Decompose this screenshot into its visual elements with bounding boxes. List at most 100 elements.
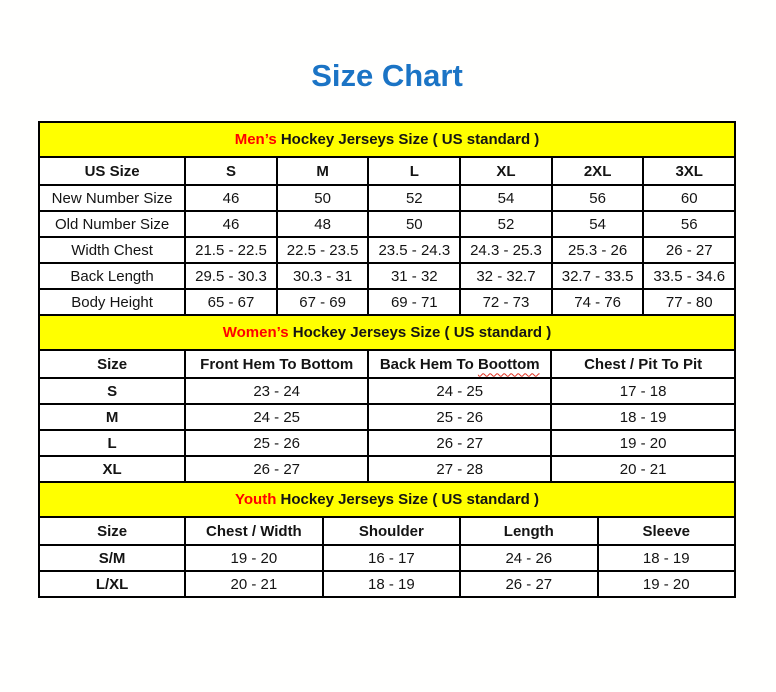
table-row: New Number Size 46 50 52 54 56 60 bbox=[37, 184, 736, 212]
row-label: L bbox=[37, 429, 187, 457]
cell-value: 32.7 - 33.5 bbox=[550, 262, 645, 290]
cell-value: 24 - 25 bbox=[367, 377, 553, 405]
row-label: L/XL bbox=[37, 570, 187, 598]
cell-value: 19 - 20 bbox=[184, 544, 324, 572]
section-band-mens: Men’s Hockey Jerseys Size ( US standard … bbox=[38, 121, 736, 158]
cell-value: 24 - 26 bbox=[459, 544, 599, 572]
row-label: Back Length bbox=[37, 262, 187, 290]
table-row: M 24 - 25 25 - 26 18 - 19 bbox=[37, 403, 736, 431]
table-row: Back Length 29.5 - 30.3 30.3 - 31 31 - 32 32… bbox=[37, 262, 736, 290]
cell-value: 25 - 26 bbox=[184, 429, 370, 457]
section-band-highlight: Women’s bbox=[222, 324, 289, 341]
column-header-row: Size Chest / Width Shoulder Length Sleeve bbox=[37, 516, 737, 546]
misspelled-word: Boottom bbox=[477, 355, 540, 373]
cell-value: 69 - 71 bbox=[367, 288, 462, 316]
cell-value: 25 - 26 bbox=[367, 403, 553, 431]
cell-value: 50 bbox=[275, 184, 370, 212]
table-row: L/XL 20 - 21 18 - 19 26 - 27 19 - 20 bbox=[37, 570, 737, 598]
column-header: Shoulder bbox=[321, 516, 462, 546]
mens-size-table: Men’s Hockey Jerseys Size ( US standard … bbox=[37, 121, 736, 316]
cell-value: 26 - 27 bbox=[459, 570, 599, 598]
cell-value: 50 bbox=[367, 210, 462, 238]
row-label: M bbox=[37, 403, 187, 431]
cell-value: 56 bbox=[642, 210, 736, 238]
cell-value: 67 - 69 bbox=[275, 288, 370, 316]
cell-value: 33.5 - 34.6 bbox=[642, 262, 736, 290]
cell-value: 72 - 73 bbox=[459, 288, 553, 316]
row-label: XL bbox=[37, 455, 187, 483]
section-band-text: Hockey Jerseys Size ( US standard ) bbox=[276, 491, 539, 508]
cell-value: 18 - 19 bbox=[596, 544, 737, 572]
column-header: 2XL bbox=[550, 156, 645, 186]
cell-value: 27 - 28 bbox=[367, 455, 553, 483]
cell-value: 46 bbox=[184, 184, 278, 212]
column-header: Chest / Pit To Pit bbox=[550, 349, 736, 379]
section-band-text: Hockey Jerseys Size ( US standard ) bbox=[276, 131, 540, 148]
cell-value: 54 bbox=[459, 184, 553, 212]
youth-size-table: Youth Hockey Jerseys Size ( US standard … bbox=[37, 481, 737, 598]
column-header: Sleeve bbox=[596, 516, 737, 546]
cell-value: 23 - 24 bbox=[184, 377, 370, 405]
column-header: M bbox=[275, 156, 370, 186]
column-header: Size bbox=[37, 349, 187, 379]
table-row: S 23 - 24 24 - 25 17 - 18 bbox=[37, 377, 736, 405]
cell-value: 52 bbox=[367, 184, 462, 212]
row-label: Width Chest bbox=[37, 236, 187, 264]
table-row: Old Number Size 46 48 50 52 54 56 bbox=[37, 210, 736, 238]
section-band-womens: Women’s Hockey Jerseys Size ( US standar… bbox=[38, 314, 736, 351]
column-header: Length bbox=[459, 516, 599, 546]
column-header-text: Back Hem To bbox=[379, 355, 478, 373]
cell-value: 77 - 80 bbox=[642, 288, 736, 316]
cell-value: 29.5 - 30.3 bbox=[184, 262, 278, 290]
section-band-text: Hockey Jerseys Size ( US standard ) bbox=[288, 324, 552, 341]
cell-value: 26 - 27 bbox=[184, 455, 370, 483]
page-title: Size Chart bbox=[311, 58, 463, 93]
cell-value: 60 bbox=[642, 184, 736, 212]
cell-value: 56 bbox=[550, 184, 645, 212]
column-header: S bbox=[184, 156, 278, 186]
cell-value: 18 - 19 bbox=[321, 570, 462, 598]
cell-value: 22.5 - 23.5 bbox=[275, 236, 370, 264]
cell-value: 23.5 - 24.3 bbox=[367, 236, 462, 264]
cell-value: 30.3 - 31 bbox=[275, 262, 370, 290]
column-header: L bbox=[367, 156, 462, 186]
cell-value: 19 - 20 bbox=[550, 429, 736, 457]
cell-value: 16 - 17 bbox=[321, 544, 462, 572]
cell-value: 32 - 32.7 bbox=[459, 262, 553, 290]
table-row: Width Chest 21.5 - 22.5 22.5 - 23.5 23.5 - … bbox=[37, 236, 736, 264]
cell-value: 21.5 - 22.5 bbox=[184, 236, 278, 264]
cell-value: 20 - 21 bbox=[550, 455, 736, 483]
column-header: Front Hem To Bottom bbox=[184, 349, 370, 379]
table-row: L 25 - 26 26 - 27 19 - 20 bbox=[37, 429, 736, 457]
column-header: 3XL bbox=[642, 156, 736, 186]
section-band-highlight: Youth bbox=[235, 491, 277, 508]
row-label: New Number Size bbox=[37, 184, 187, 212]
column-header: Size bbox=[37, 516, 187, 546]
cell-value: 54 bbox=[550, 210, 645, 238]
cell-value: 74 - 76 bbox=[550, 288, 645, 316]
row-label: S/M bbox=[37, 544, 187, 572]
section-band-row: Men’s Hockey Jerseys Size ( US standard … bbox=[38, 121, 736, 158]
section-band-row: Youth Hockey Jerseys Size ( US standard … bbox=[38, 481, 736, 518]
cell-value: 17 - 18 bbox=[550, 377, 736, 405]
column-header-row: Size Front Hem To Bottom Back Hem To Boott… bbox=[37, 349, 736, 379]
column-header: Back Hem To Boottom bbox=[367, 349, 553, 379]
column-header: XL bbox=[459, 156, 553, 186]
section-band-youth: Youth Hockey Jerseys Size ( US standard … bbox=[38, 481, 736, 518]
column-header-row: US Size S M L XL 2XL 3XL bbox=[37, 156, 736, 186]
cell-value: 26 - 27 bbox=[642, 236, 736, 264]
cell-value: 18 - 19 bbox=[550, 403, 736, 431]
table-row: Body Height 65 - 67 67 - 69 69 - 71 72 - 73 7… bbox=[37, 288, 736, 316]
cell-value: 65 - 67 bbox=[184, 288, 278, 316]
cell-value: 19 - 20 bbox=[596, 570, 737, 598]
row-label: S bbox=[37, 377, 187, 405]
size-chart: Men’s Hockey Jerseys Size ( US standard … bbox=[37, 121, 737, 598]
row-label: Old Number Size bbox=[37, 210, 187, 238]
section-band-row: Women’s Hockey Jerseys Size ( US standar… bbox=[38, 314, 736, 351]
cell-value: 25.3 - 26 bbox=[550, 236, 645, 264]
cell-value: 31 - 32 bbox=[367, 262, 462, 290]
column-header: US Size bbox=[37, 156, 187, 186]
cell-value: 24.3 - 25.3 bbox=[459, 236, 553, 264]
table-row: XL 26 - 27 27 - 28 20 - 21 bbox=[37, 455, 736, 483]
cell-value: 48 bbox=[275, 210, 370, 238]
